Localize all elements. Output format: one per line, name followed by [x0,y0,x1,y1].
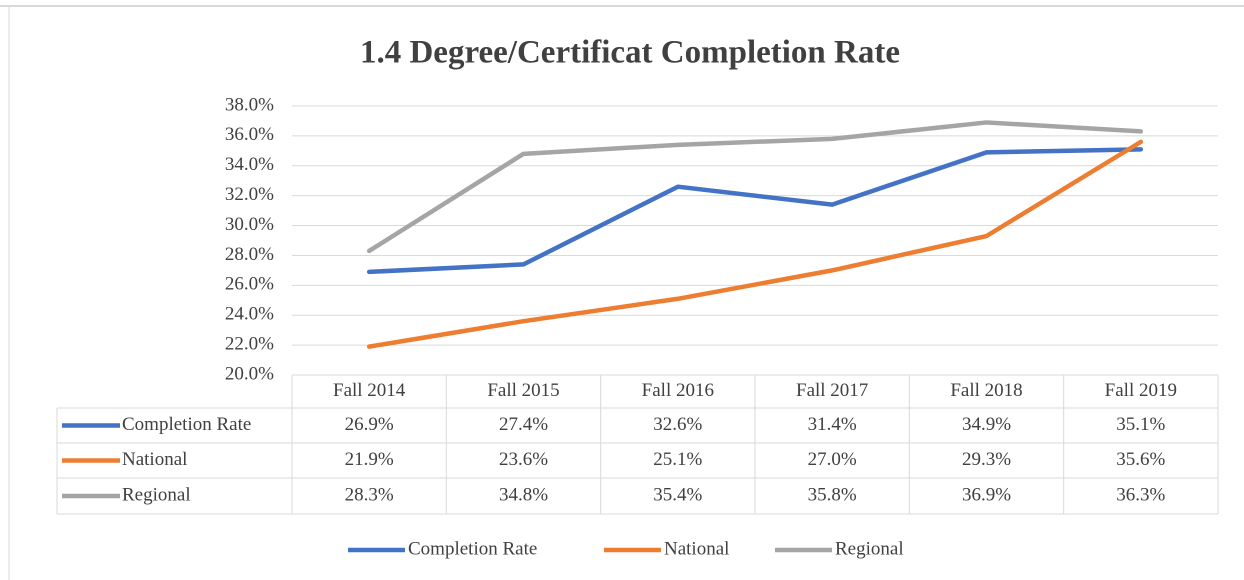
series-line [366,120,1144,254]
x-tick-label: Fall 2014 [333,380,406,401]
legend-label: National [664,538,729,559]
y-tick-label: 28.0% [225,244,274,265]
y-tick-label: 36.0% [225,124,274,145]
y-tick-label: 32.0% [225,184,274,205]
legend-label: Regional [835,538,904,559]
x-tick-label: Fall 2017 [796,380,868,401]
table-series-name: National [122,449,187,470]
table-cell: 34.9% [962,414,1011,435]
table-cell: 29.3% [962,449,1011,470]
y-tick-label: 38.0% [225,94,274,115]
table-series-name: Completion Rate [122,414,251,435]
table-cell: 35.1% [1116,414,1165,435]
table-cell: 36.3% [1116,484,1165,505]
x-tick-label: Fall 2019 [1105,380,1177,401]
table-cell: 31.4% [808,414,857,435]
chart-title: 1.4 Degree/Certificat Completion Rate [360,35,900,71]
table-cell: 27.4% [499,414,548,435]
table-cell: 32.6% [653,414,702,435]
x-tick-label: Fall 2016 [642,380,714,401]
table-cell: 34.8% [499,484,548,505]
table-cell: 35.8% [808,484,857,505]
table-cell: 36.9% [962,484,1011,505]
x-tick-label: Fall 2015 [487,380,559,401]
table-cell: 25.1% [653,449,702,470]
table-cell: 26.9% [345,414,394,435]
series-line [366,139,1144,349]
y-tick-label: 24.0% [225,304,274,325]
table-cell: 21.9% [345,449,394,470]
y-tick-label: 26.0% [225,274,274,295]
y-tick-label: 34.0% [225,154,274,175]
table-series-name: Regional [122,484,191,505]
table-cell: 28.3% [345,484,394,505]
x-tick-label: Fall 2018 [950,380,1022,401]
table-cell: 35.4% [653,484,702,505]
y-tick-label: 30.0% [225,214,274,235]
table-cell: 23.6% [499,449,548,470]
table-cell: 27.0% [808,449,857,470]
legend-label: Completion Rate [408,538,537,559]
table-cell: 35.6% [1116,449,1165,470]
series-line [366,147,1144,275]
y-tick-label: 20.0% [225,363,274,384]
y-tick-label: 22.0% [225,333,274,354]
